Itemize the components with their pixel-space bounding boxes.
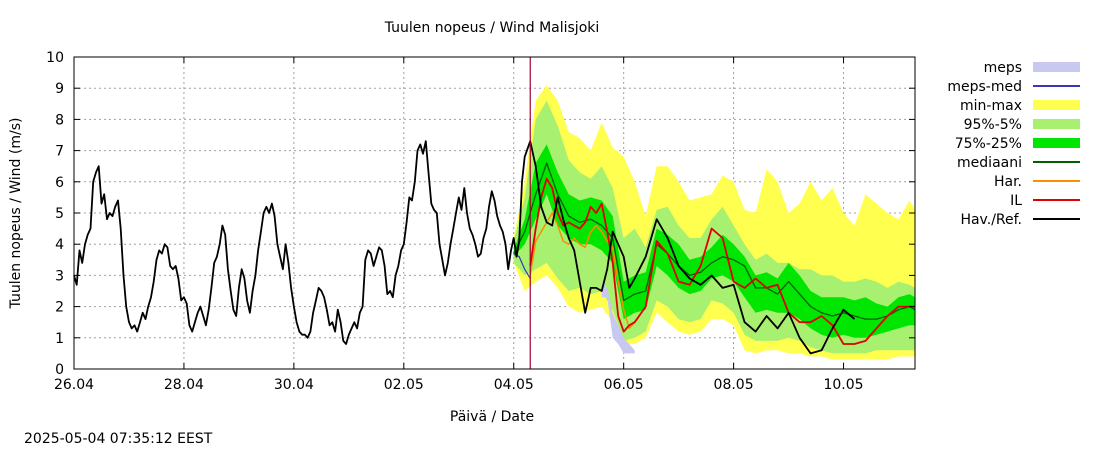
y-tick-label: 2 — [55, 300, 64, 316]
legend-label: meps-med — [947, 79, 1022, 95]
x-tick-label: 28.04 — [164, 377, 204, 393]
x-tick-label: 02.05 — [384, 377, 424, 393]
legend-label: Hav./Ref. — [960, 212, 1022, 228]
legend-swatch — [1033, 138, 1080, 148]
y-tick-label: 1 — [55, 331, 64, 347]
y-tick-label: 4 — [55, 237, 64, 253]
x-tick-label: 26.04 — [54, 377, 94, 393]
series-har — [529, 212, 636, 330]
plot-area: 0 1 2 3 4 5 6 7 8 9 10 26.04 28.04 30.04 02.05 04.05 06.… — [46, 50, 916, 393]
legend-label: meps — [984, 60, 1022, 76]
legend-swatch — [1033, 62, 1080, 72]
y-tick-label: 8 — [55, 112, 64, 128]
band-meps — [601, 281, 635, 354]
series-il — [529, 177, 915, 345]
x-axis-label: Päivä / Date — [450, 409, 534, 425]
legend-label: 95%-5% — [964, 117, 1022, 133]
timestamp: 2025-05-04 07:35:12 EEST — [24, 431, 213, 447]
series-mediaani — [513, 162, 916, 320]
legend-swatch — [1033, 100, 1080, 110]
legend-swatch — [1033, 119, 1080, 129]
series-hav-ref — [73, 140, 856, 355]
y-tick-label: 0 — [55, 362, 64, 378]
x-tick-label: 04.05 — [494, 377, 534, 393]
x-tick-label: 30.04 — [274, 377, 314, 393]
y-tick-label: 10 — [46, 50, 64, 66]
legend-label: IL — [1010, 193, 1022, 209]
legend-label: min-max — [960, 98, 1022, 114]
band-95-5 — [513, 100, 915, 354]
legend-label: 75%-25% — [955, 136, 1022, 152]
chart-title: Tuulen nopeus / Wind Malisjoki — [384, 20, 600, 36]
legend-label: Har. — [994, 174, 1022, 190]
y-tick-label: 7 — [55, 144, 64, 160]
legend: meps meps-med min-max 95%-5% 75%-25% mediaani… — [947, 60, 1080, 228]
x-tick-label: 06.05 — [604, 377, 644, 393]
x-tick-label: 08.05 — [714, 377, 754, 393]
y-axis-label: Tuulen nopeus / Wind (m/s) — [8, 118, 24, 310]
legend-label: mediaani — [957, 155, 1022, 171]
x-tick-label: 10.05 — [823, 377, 863, 393]
y-tick-label: 5 — [55, 206, 64, 222]
y-tick-label: 6 — [55, 175, 64, 191]
y-tick-label: 3 — [55, 268, 64, 284]
y-tick-label: 9 — [55, 81, 64, 97]
